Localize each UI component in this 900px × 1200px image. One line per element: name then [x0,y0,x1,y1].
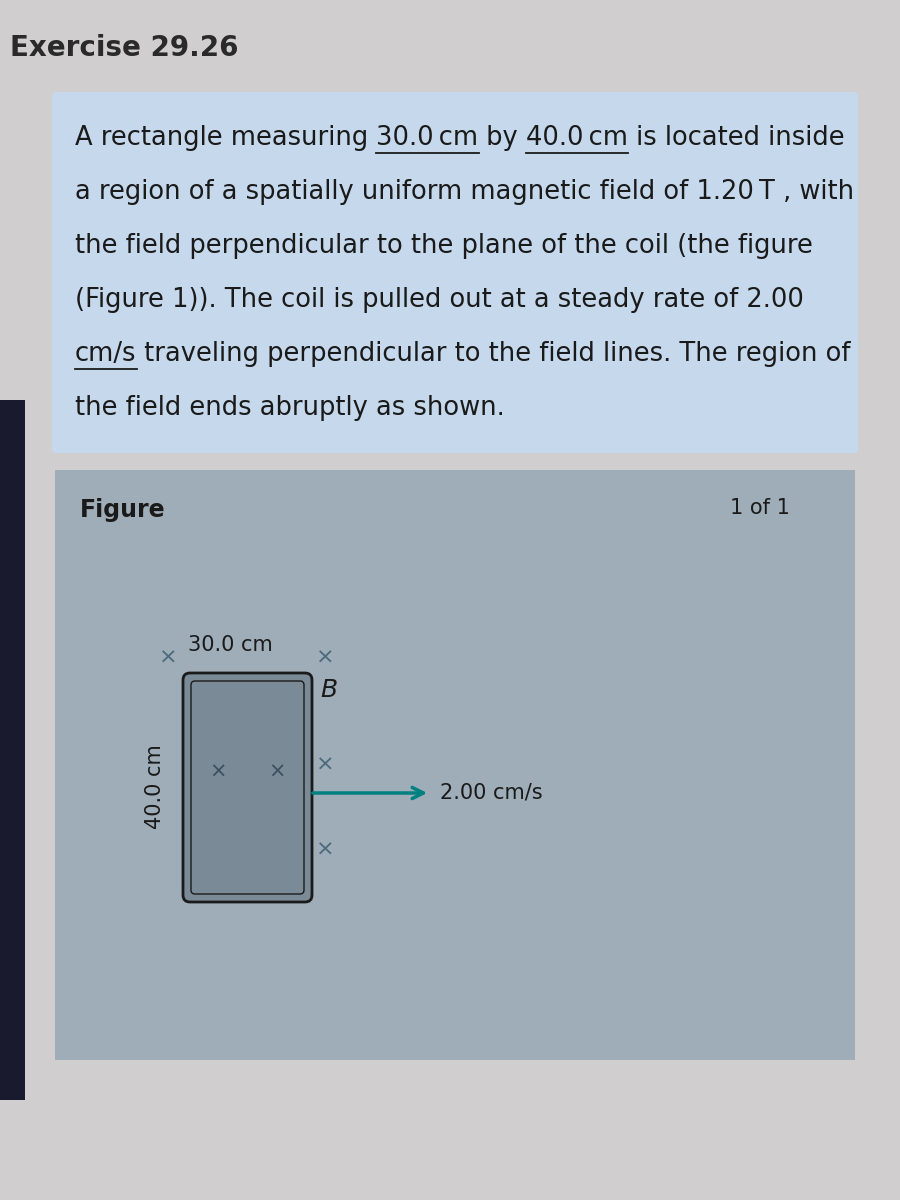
Text: Exercise 29.26: Exercise 29.26 [10,34,238,62]
Text: ×: × [316,840,334,860]
FancyBboxPatch shape [52,92,858,452]
Text: 30.0 cm: 30.0 cm [187,635,273,655]
Text: 1 of 1: 1 of 1 [730,498,790,518]
Text: ×: × [209,762,227,782]
Text: 30.0 cm: 30.0 cm [376,125,479,151]
Text: cm/s: cm/s [75,341,137,367]
Text: , with: , with [775,179,854,205]
Text: A rectangle measuring: A rectangle measuring [75,125,376,151]
Text: the field perpendicular to the plane of the coil (the figure: the field perpendicular to the plane of … [75,233,813,259]
Text: 2.00 cm/s: 2.00 cm/s [440,782,543,803]
Text: ×: × [316,648,334,668]
Bar [55,470,855,1060]
FancyBboxPatch shape [183,673,312,902]
Text: Figure: Figure [80,498,166,522]
Text: T: T [759,179,775,205]
Text: is located inside: is located inside [628,125,845,151]
Text: a region of a spatially uniform magnetic field of 1.20: a region of a spatially uniform magnetic… [75,179,759,205]
Text: ×: × [268,762,286,782]
Text: the field ends abruptly as shown.: the field ends abruptly as shown. [75,395,505,421]
Text: (Figure 1)). The coil is pulled out at a steady rate of 2.00: (Figure 1)). The coil is pulled out at a… [75,287,804,313]
Text: 40.0 cm: 40.0 cm [526,125,628,151]
Text: ×: × [158,648,177,668]
Text: by: by [479,125,526,151]
Bar [0,400,25,1100]
Text: ×: × [316,755,334,775]
Text: traveling perpendicular to the field lines. The region of: traveling perpendicular to the field lin… [137,341,851,367]
Text: 40.0 cm: 40.0 cm [145,745,165,829]
Text: $\it{B}$: $\it{B}$ [320,678,338,702]
